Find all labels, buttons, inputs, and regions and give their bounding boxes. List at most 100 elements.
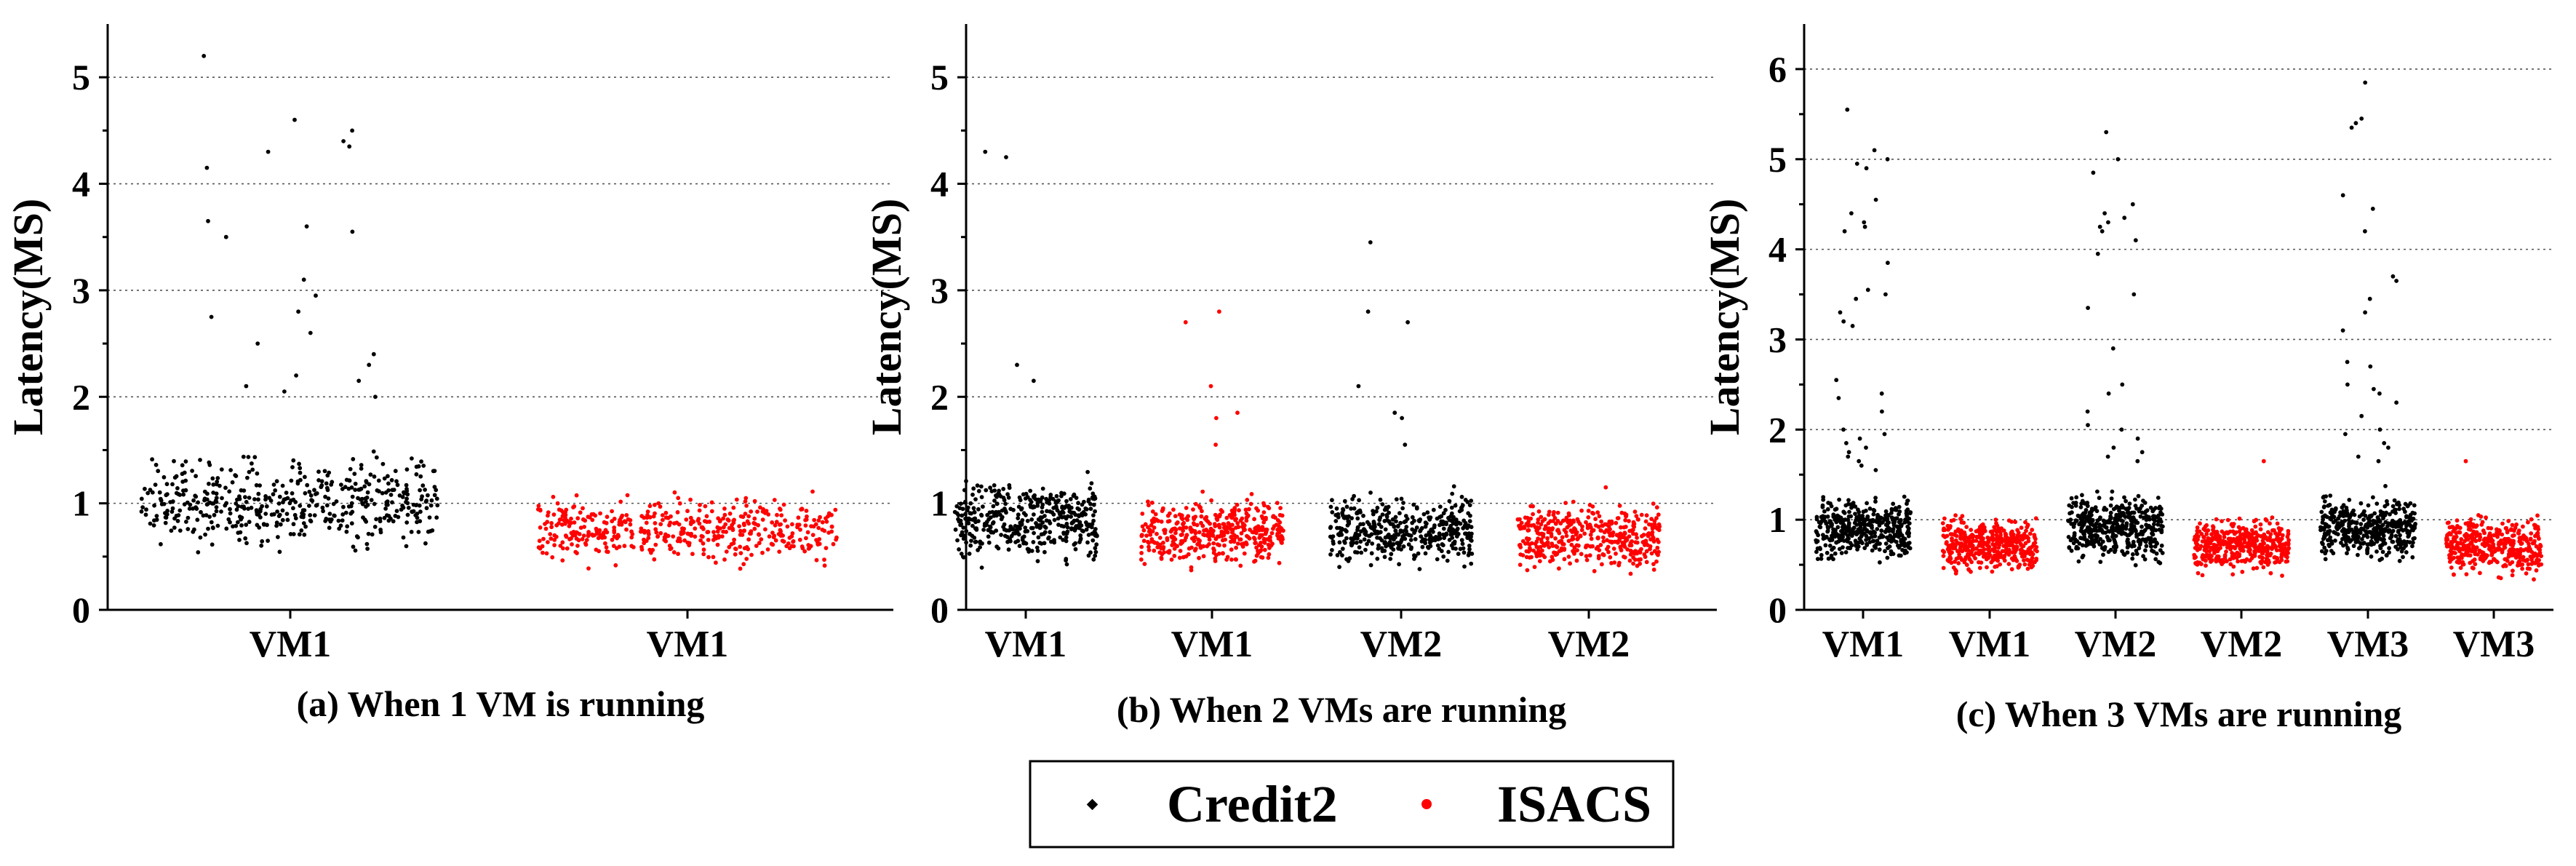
- data-point: [2105, 534, 2110, 539]
- data-point: [395, 482, 400, 488]
- data-point: [583, 541, 588, 546]
- data-point: [1371, 509, 1375, 513]
- data-point: [2342, 510, 2346, 515]
- data-point: [316, 469, 321, 474]
- data-point: [1003, 509, 1008, 513]
- data-point: [1398, 520, 1403, 525]
- data-point: [552, 543, 557, 547]
- data-point: [2201, 557, 2206, 562]
- data-point: [2404, 523, 2409, 528]
- data-point: [2071, 525, 2076, 529]
- data-point: [804, 517, 809, 522]
- data-point: [1071, 510, 1075, 515]
- data-point: [969, 539, 973, 543]
- data-point: [2390, 539, 2396, 544]
- data-point: [1262, 547, 1267, 552]
- data-point: [1330, 498, 1334, 503]
- data-point: [1243, 507, 1248, 512]
- data-point: [586, 532, 591, 537]
- data-point: [358, 497, 363, 502]
- data-point: [675, 510, 680, 515]
- data-point: [2400, 521, 2405, 525]
- data-point: [1536, 536, 1541, 541]
- data-point: [1073, 547, 1078, 552]
- data-point: [1221, 538, 1225, 543]
- data-point: [1054, 493, 1059, 498]
- data-point: [1536, 509, 1542, 514]
- data-point: [1469, 561, 1474, 566]
- data-point: [2025, 523, 2030, 528]
- data-point: [1181, 528, 1185, 533]
- data-point: [549, 521, 554, 525]
- data-point: [277, 549, 282, 555]
- data-point: [1344, 536, 1349, 541]
- data-point: [2396, 530, 2401, 534]
- data-point: [1873, 533, 1878, 539]
- data-point: [986, 534, 991, 539]
- data-point: [1357, 498, 1361, 503]
- data-point: [1536, 520, 1540, 525]
- data-point: [990, 521, 995, 526]
- data-point: [2068, 538, 2073, 543]
- data-point: [1013, 531, 1018, 536]
- data-point: [325, 488, 330, 493]
- data-point: [1870, 548, 1875, 553]
- data-point: [404, 500, 408, 504]
- data-point: [2148, 525, 2153, 530]
- data-point: [1193, 535, 1197, 540]
- data-point: [1446, 549, 1451, 555]
- data-point: [1407, 533, 1412, 538]
- data-point: [2106, 529, 2110, 533]
- data-point: [191, 498, 196, 503]
- data-point: [997, 509, 1001, 515]
- data-point: [816, 525, 821, 531]
- data-point: [1353, 531, 1358, 536]
- data-point: [1843, 550, 1849, 555]
- data-point: [2134, 549, 2139, 553]
- data-point: [711, 530, 716, 534]
- data-point: [1374, 509, 1379, 514]
- data-point: [1600, 523, 1604, 528]
- data-point: [1213, 536, 1219, 541]
- data-point: [2082, 511, 2086, 516]
- data-point: [1184, 506, 1189, 510]
- data-point: [787, 546, 792, 551]
- data-point: [2217, 540, 2222, 545]
- data-point: [1328, 504, 1333, 509]
- data-point: [703, 504, 708, 509]
- data-point: [1042, 530, 1048, 535]
- data-point: [2254, 565, 2260, 571]
- data-point: [2072, 533, 2077, 538]
- data-point: [1945, 540, 1949, 544]
- data-point: [1531, 504, 1536, 509]
- data-point: [807, 546, 812, 550]
- data-point: [1024, 491, 1029, 496]
- data-point: [767, 534, 772, 539]
- data-point: [1893, 506, 1898, 511]
- data-point: [1825, 525, 1830, 529]
- data-point: [1953, 538, 1958, 543]
- data-point: [2321, 517, 2326, 522]
- data-point: [1242, 523, 1247, 528]
- data-point: [994, 501, 1000, 507]
- data-point: [291, 497, 296, 502]
- data-point: [1370, 525, 1375, 530]
- data-point: [1359, 529, 1363, 534]
- data-point: [744, 504, 749, 508]
- data-point: [2340, 528, 2345, 533]
- data-point: [1336, 512, 1341, 517]
- data-point: [752, 498, 757, 504]
- outlier-point: [206, 218, 210, 223]
- data-point: [326, 496, 331, 501]
- data-point: [284, 490, 289, 495]
- data-point: [2201, 553, 2205, 557]
- data-point: [1469, 525, 1474, 530]
- data-point: [2256, 533, 2260, 538]
- data-point: [1388, 557, 1393, 561]
- data-point: [1608, 527, 1612, 532]
- data-point: [359, 463, 364, 467]
- data-point: [2027, 563, 2032, 567]
- data-point: [2353, 535, 2358, 540]
- data-point: [1093, 496, 1098, 501]
- data-point: [2401, 555, 2405, 560]
